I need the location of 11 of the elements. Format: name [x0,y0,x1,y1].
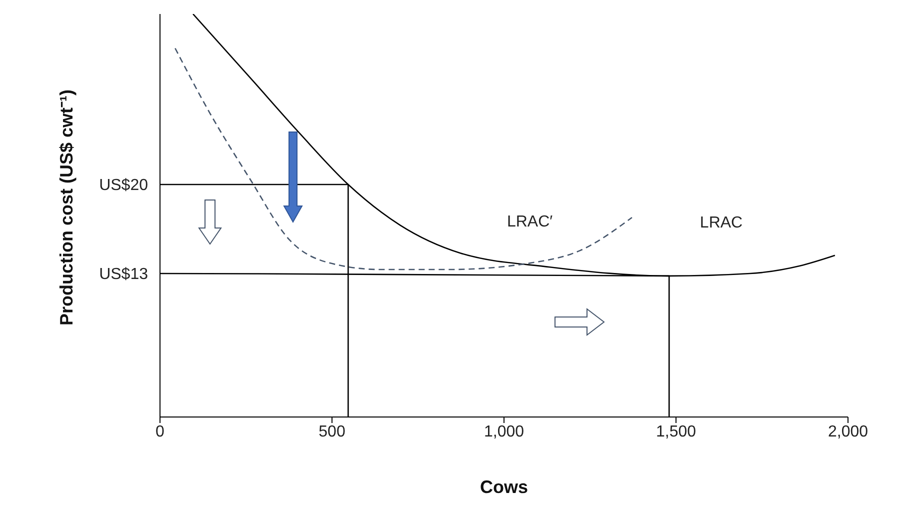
x-tick-label: 1,500 [656,423,696,440]
series-label: LRAC′ [506,214,553,231]
text: LRAC [700,214,743,232]
x-tick-label: 0 [156,423,165,440]
annotation: US$20 [99,177,148,194]
y-axis-title: Production cost (US$ cwt⁻¹) [56,89,76,326]
annotation: US$13 [99,266,148,284]
x-tick-label: 500 [318,423,346,440]
x-tick-label: 1,000 [484,423,524,440]
x-tick-label: 2,000 [828,423,868,440]
x-axis-title: Cows [480,477,528,497]
